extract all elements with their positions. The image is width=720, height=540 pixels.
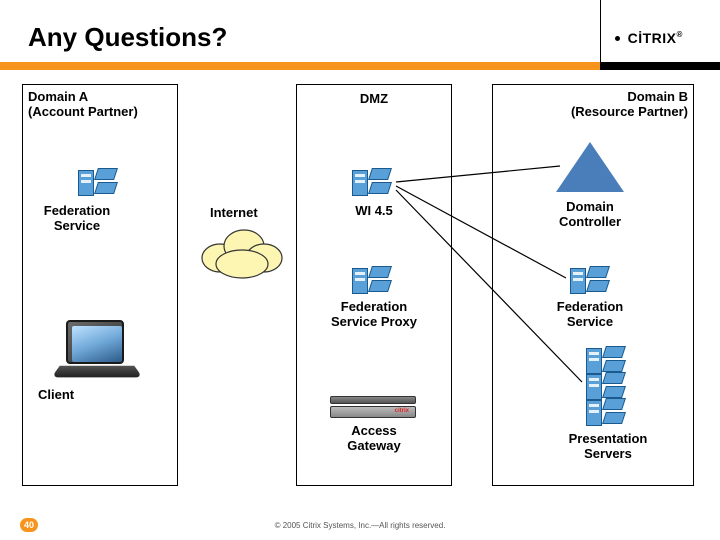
presentation-servers-label: PresentationServers <box>548 432 668 462</box>
server-icon <box>570 266 610 296</box>
cloud-icon <box>196 224 288 280</box>
logo-dot-icon <box>615 36 620 41</box>
access-gateway-icon: citrix <box>330 396 416 418</box>
slide-root: Any Questions? CİTRIX® Domain A (Account… <box>0 0 720 540</box>
server-icon <box>352 168 392 198</box>
server-icon <box>78 168 118 198</box>
domain-a-fed-service-label: FederationService <box>32 204 122 234</box>
client-label: Client <box>38 388 98 403</box>
gateway-brand-icon: citrix <box>395 408 409 414</box>
domain-b-h1: Domain B <box>492 90 688 105</box>
footer-copyright: © 2005 Citrix Systems, Inc.—All rights r… <box>0 521 720 530</box>
domain-a-heading: Domain A (Account Partner) <box>28 90 178 120</box>
domain-a-h1: Domain A <box>28 90 178 105</box>
domain-b-heading: Domain B (Resource Partner) <box>492 90 694 120</box>
domain-b-h2: (Resource Partner) <box>492 105 688 120</box>
header-divider <box>600 0 601 62</box>
server-icon <box>586 398 626 428</box>
black-rule <box>600 62 720 70</box>
logo-brand: CİTRIX <box>628 30 677 46</box>
logo-reg: ® <box>676 30 682 39</box>
wi-label: WI 4.5 <box>296 204 452 219</box>
fsp-label: FederationService Proxy <box>296 300 452 330</box>
dc-label: DomainController <box>540 200 640 230</box>
laptop-icon <box>66 320 124 364</box>
triangle-icon <box>556 142 624 192</box>
logo-brand-text: CİTRIX® <box>628 30 683 46</box>
dmz-heading: DMZ <box>296 92 452 107</box>
slide-title: Any Questions? <box>28 22 227 53</box>
access-gateway-label: AccessGateway <box>296 424 452 454</box>
domain-a-h2: (Account Partner) <box>28 105 178 120</box>
fed-service-text-a: FederationService <box>44 203 110 233</box>
domain-a-box <box>22 84 178 486</box>
server-icon <box>352 266 392 296</box>
citrix-logo: CİTRIX® <box>608 30 690 48</box>
domain-b-fed-service-label: FederationService <box>540 300 640 330</box>
internet-label: Internet <box>210 205 258 220</box>
